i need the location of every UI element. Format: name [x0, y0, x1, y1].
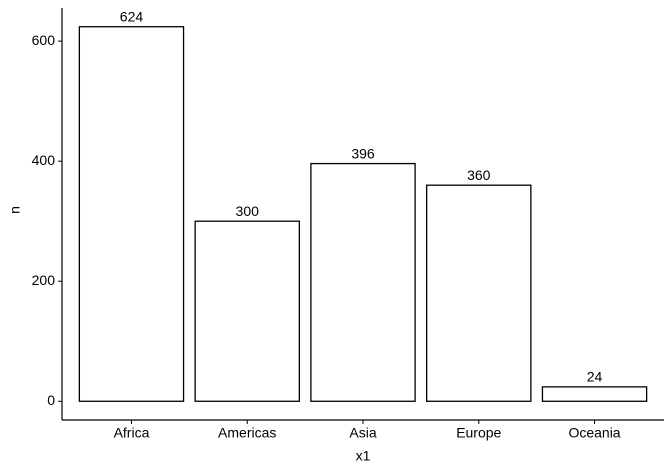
- y-axis-label: n: [7, 206, 23, 214]
- x-tick-label: Asia: [349, 425, 376, 441]
- y-tick-label: 0: [47, 392, 55, 408]
- x-axis-label: x1: [356, 448, 371, 464]
- bar: [541, 386, 648, 402]
- value-label: 624: [120, 8, 144, 24]
- bar: [426, 184, 532, 402]
- value-label: 360: [467, 167, 491, 183]
- value-label: 300: [236, 203, 260, 219]
- x-tick-label: Americas: [218, 425, 276, 441]
- value-label: 396: [351, 145, 375, 161]
- y-tick-label: 400: [32, 152, 56, 168]
- bar: [78, 26, 185, 402]
- x-tick-label: Oceania: [568, 425, 620, 441]
- x-tick-label: Africa: [114, 425, 150, 441]
- bar: [194, 220, 300, 402]
- bar: [310, 162, 416, 402]
- y-tick-label: 200: [32, 272, 56, 288]
- x-tick-label: Europe: [456, 425, 501, 441]
- value-label: 24: [587, 369, 603, 385]
- y-tick-label: 600: [32, 32, 56, 48]
